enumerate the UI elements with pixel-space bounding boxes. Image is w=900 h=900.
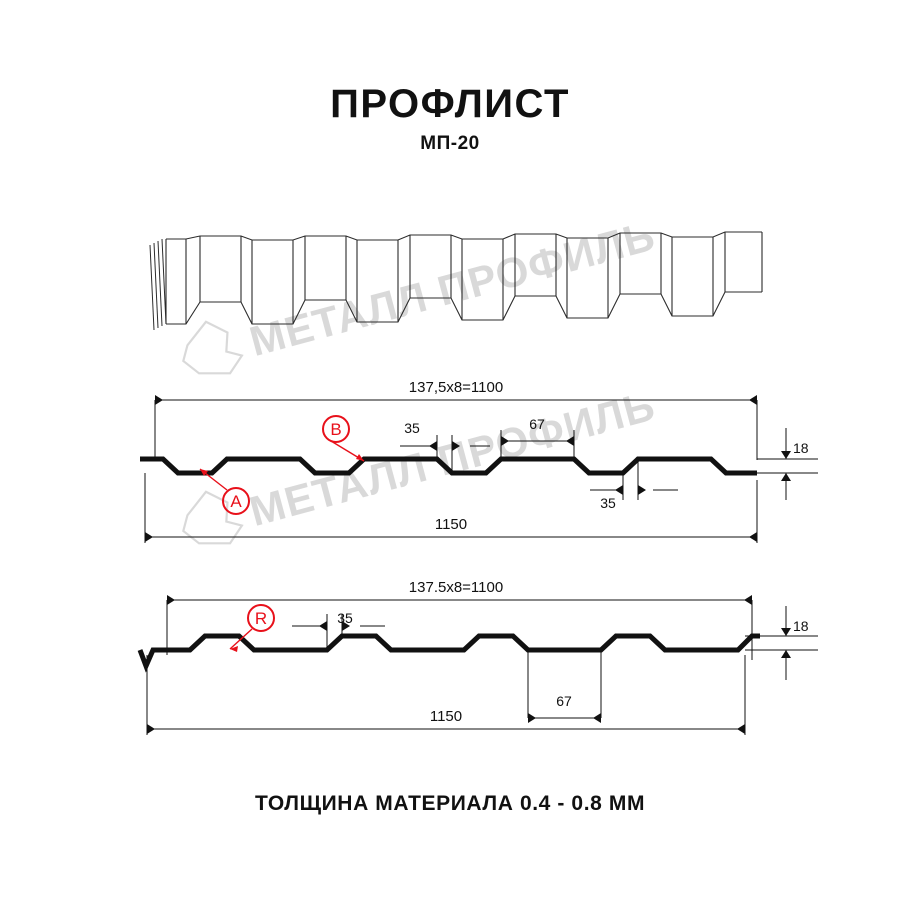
callout-a: A xyxy=(199,468,250,515)
dim-18-top xyxy=(757,428,818,500)
page-subtitle: МП-20 xyxy=(420,133,480,154)
dim-18-bottom xyxy=(745,606,818,680)
dim-label-18-top: 18 xyxy=(793,440,809,456)
dim-label-35-lower-top-view: 35 xyxy=(600,495,616,511)
dim-label-1150-bottom: 1150 xyxy=(430,708,462,725)
callout-b: B xyxy=(322,415,365,462)
dim-35-top xyxy=(400,435,490,473)
dim-label-18-bottom: 18 xyxy=(793,618,809,634)
top-profile-section: 137,5x8=1100 35 xyxy=(140,379,818,543)
dim-label-67-bottom: 67 xyxy=(556,693,572,709)
dim-1150-top xyxy=(144,473,758,543)
iso-corrugations xyxy=(165,231,763,325)
bottom-profile-outline xyxy=(137,633,760,673)
callout-b-label: B xyxy=(330,420,341,439)
top-profile-outline xyxy=(140,456,757,476)
material-thickness-note: ТОЛЩИНА МАТЕРИАЛА 0.4 - 0.8 ММ xyxy=(254,792,646,815)
dim-label-1150-top: 1150 xyxy=(435,516,467,533)
dim-label-overall-top: 137,5x8=1100 xyxy=(409,379,503,396)
callout-r: R xyxy=(229,604,275,652)
metal-profile-polygon-logo xyxy=(182,490,244,545)
dim-67-bottom xyxy=(527,650,602,723)
dim-35-bottom xyxy=(292,614,385,650)
page-title: ПРОФЛИСТ xyxy=(330,82,570,126)
dim-label-35-top: 35 xyxy=(404,420,420,436)
watermark-text: МЕТАЛЛ ПРОФИЛЬ xyxy=(245,212,660,365)
bottom-profile-section: 137.5x8=1100 35 xyxy=(137,579,818,735)
dim-35-bottom-top-view xyxy=(590,459,678,500)
watermark-upper: МЕТАЛЛ ПРОФИЛЬ xyxy=(182,212,660,375)
dim-label-overall-bottom: 137.5x8=1100 xyxy=(409,579,503,596)
metal-profile-polygon-logo xyxy=(182,320,244,375)
callout-a-label: A xyxy=(230,492,242,511)
callout-r-label: R xyxy=(255,609,267,628)
dim-label-35-bottom: 35 xyxy=(337,610,353,626)
dim-overall-top xyxy=(154,395,758,460)
dim-1150-bottom xyxy=(146,655,746,735)
isometric-sheet-view xyxy=(149,231,763,331)
iso-left-edge xyxy=(149,238,167,331)
dim-label-67-top: 67 xyxy=(529,416,545,432)
watermark-lower: МЕТАЛЛ ПРОФИЛЬ xyxy=(182,382,660,545)
dim-67-top xyxy=(500,430,575,459)
